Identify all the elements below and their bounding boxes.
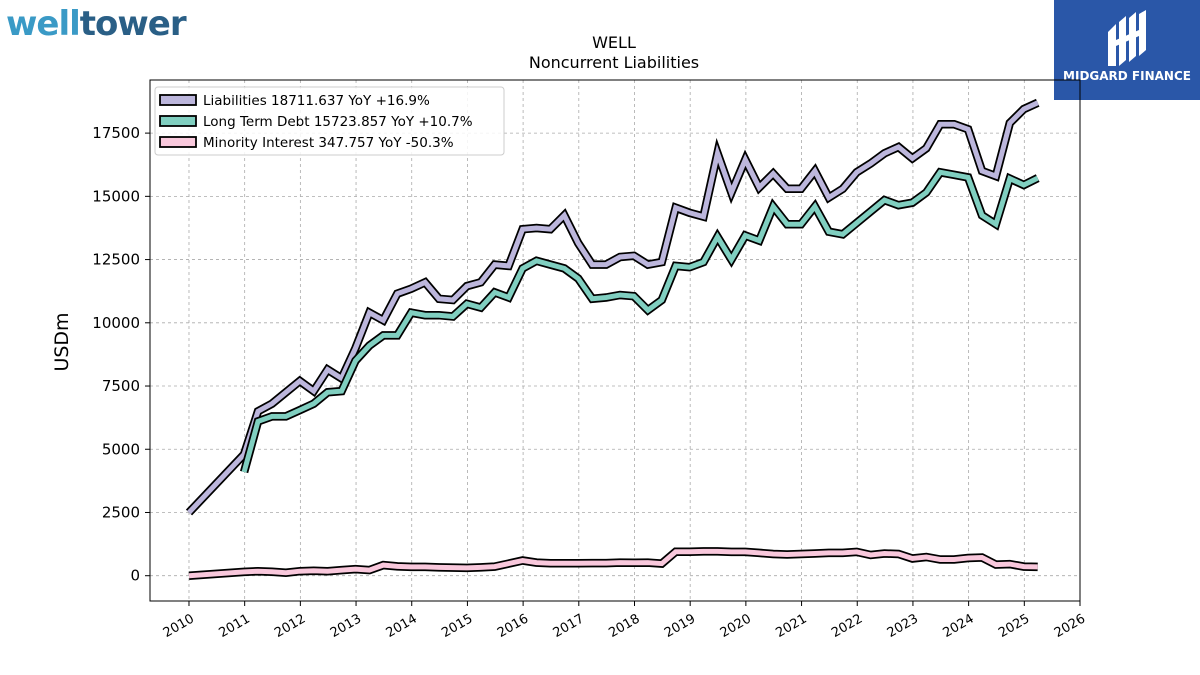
chart-title: WELL — [592, 33, 636, 52]
midgard-emblem-icon — [1108, 10, 1146, 66]
x-tick-label: 2014 — [384, 611, 420, 641]
series-long-term-debt — [240, 167, 1040, 474]
logo-text-part1: well — [6, 4, 81, 44]
legend: Liabilities 18711.637 YoY +16.9% Long Ter… — [154, 86, 505, 156]
series-liabilities — [185, 98, 1040, 516]
x-tick-label: 2012 — [272, 611, 308, 641]
legend-box — [154, 86, 505, 156]
y-tick-label: 17500 — [92, 124, 140, 142]
legend-label: Liabilities 18711.637 YoY +16.9% — [203, 93, 430, 109]
x-axis: 2010 2011 2012 2013 2014 2015 2016 2017 2018 2019… — [161, 601, 1088, 641]
x-tick-label: 2022 — [829, 611, 865, 641]
x-tick-label: 2017 — [551, 611, 587, 641]
series-line — [187, 100, 1039, 515]
y-tick-label: 10000 — [92, 314, 140, 332]
x-tick-label: 2018 — [606, 611, 642, 641]
midgard-brand-text: MIDGARD FINANCE — [1063, 69, 1191, 83]
y-tick-label: 2500 — [102, 503, 140, 521]
welltower-logo: welltower — [6, 4, 187, 44]
legend-swatch — [159, 115, 197, 127]
y-tick-label: 0 — [130, 567, 140, 585]
y-axis: 0 2500 5000 7500 10000 12500 15000 17500 — [92, 124, 150, 585]
y-tick-label: 15000 — [92, 187, 140, 205]
x-tick-label: 2025 — [996, 611, 1032, 641]
y-tick-label: 12500 — [92, 251, 140, 269]
plot-frame — [149, 79, 1081, 602]
series-line — [241, 169, 1039, 473]
chart-subtitle: Noncurrent Liabilities — [529, 53, 699, 72]
series-minority-interest — [188, 547, 1038, 580]
series-outline — [185, 98, 1040, 516]
y-tick-label: 5000 — [102, 440, 140, 458]
x-tick-label: 2016 — [495, 611, 531, 641]
x-tick-label: 2026 — [1052, 611, 1088, 641]
series-line — [188, 548, 1038, 579]
x-tick-label: 2023 — [885, 611, 921, 641]
y-tick-label: 7500 — [102, 377, 140, 395]
x-tick-label: 2021 — [773, 611, 809, 641]
series-layer — [185, 98, 1040, 580]
midgard-finance-logo: MIDGARD FINANCE — [1054, 0, 1200, 100]
x-tick-label: 2019 — [662, 611, 698, 641]
legend-label: Long Term Debt 15723.857 YoY +10.7% — [203, 114, 473, 130]
x-tick-label: 2013 — [328, 611, 364, 641]
x-tick-label: 2015 — [439, 611, 475, 641]
y-axis-label: USDm — [51, 312, 73, 371]
legend-label: Minority Interest 347.757 YoY -50.3% — [203, 135, 454, 151]
x-tick-label: 2010 — [161, 611, 197, 641]
grid-lines — [150, 80, 1081, 601]
logo-text-part2: tower — [79, 4, 187, 44]
x-tick-label: 2024 — [940, 611, 976, 641]
x-tick-label: 2011 — [217, 611, 253, 641]
x-tick-label: 2020 — [718, 611, 754, 641]
legend-swatch — [159, 136, 197, 148]
legend-swatch — [159, 94, 197, 106]
